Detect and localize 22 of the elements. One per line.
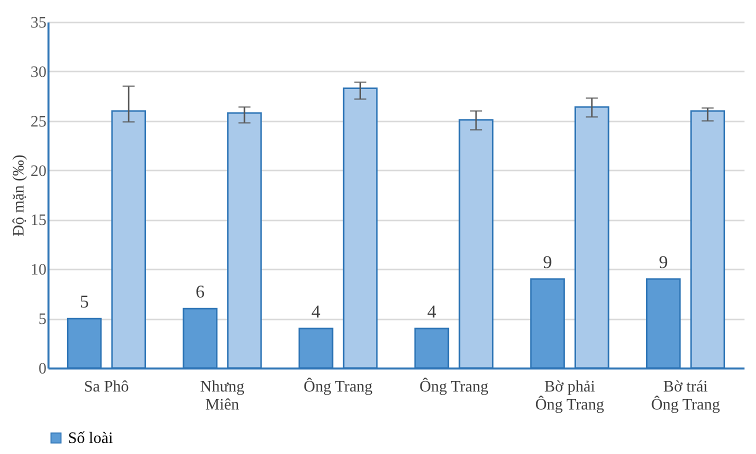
y-tick-label: 35 xyxy=(30,14,46,32)
x-tick-label: Bờ phải Ông Trang xyxy=(535,378,604,414)
y-tick-label: 30 xyxy=(30,64,46,81)
y-tick-label: 20 xyxy=(30,162,46,180)
y-tick-label: 5 xyxy=(38,311,46,328)
data-label: 9 xyxy=(543,252,552,272)
data-label: 5 xyxy=(80,292,89,312)
x-tick-label: Sa Phô xyxy=(84,378,129,396)
legend-label: Số loài xyxy=(68,430,114,447)
y-tick-label: 15 xyxy=(30,212,46,230)
data-label: 9 xyxy=(658,252,668,272)
data-label: 4 xyxy=(311,301,320,322)
x-tick-label: Ông Trang xyxy=(419,378,488,396)
data-label: 6 xyxy=(196,282,205,302)
data-label: 4 xyxy=(427,301,436,322)
x-tick-label: Nhưng Miên xyxy=(200,378,244,414)
y-tick-label: 10 xyxy=(30,262,46,279)
y-tick-label: 25 xyxy=(30,113,46,130)
y-axis-title: Độ mặn (‰) xyxy=(10,154,28,236)
x-tick-label: Bờ trái Ông Trang xyxy=(651,378,720,414)
x-tick-label: Ông Trang xyxy=(304,378,373,396)
y-tick-label: 0 xyxy=(38,360,46,378)
